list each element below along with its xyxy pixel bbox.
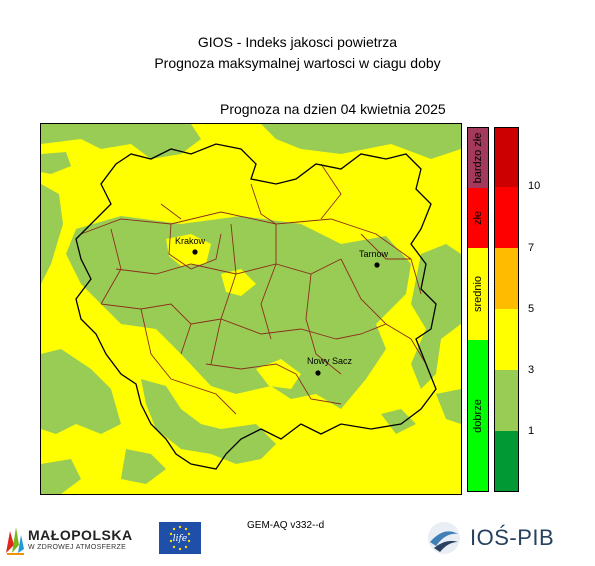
model-version: GEM-AQ v332--d (247, 520, 325, 531)
category-legend: bardzo złe złe srednio dobrze (467, 127, 489, 492)
ios-pib-logo: IOŚ-PIB (426, 520, 566, 556)
scale-seg-1-3 (495, 370, 518, 431)
city-markers: Krakow Tarnow Nowy Sacz (175, 236, 389, 376)
scale-seg-7-10 (495, 187, 518, 248)
legend-label-srednio: srednio (472, 275, 484, 313)
city-label-tarnow: Tarnow (359, 249, 389, 259)
city-dot-krakow (192, 249, 198, 255)
legend-seg-srednio (468, 248, 488, 340)
city-dot-tarnow (374, 262, 380, 268)
scale-tick-10: 10 (528, 180, 541, 192)
zone-south-west (41, 349, 121, 434)
city-label-nowy-sacz: Nowy Sacz (307, 356, 353, 366)
malopolska-subtitle: W ZDROWEJ ATMOSFERZE (28, 544, 127, 551)
forecast-date: Prognoza na dzien 04 kwietnia 2025 (220, 101, 446, 117)
malopolska-name: MAŁOPOLSKA (28, 527, 133, 543)
scale-seg-above-10 (495, 128, 518, 187)
scale-seg-below-1 (495, 431, 518, 491)
page-subtitle: Prognoza maksymalnej wartosci w ciagu do… (154, 55, 441, 71)
city-label-krakow: Krakow (175, 236, 206, 246)
zone-right-blob (381, 409, 416, 434)
malopolska-logo: MAŁOPOLSKA W ZDROWEJ ATMOSFERZE (4, 523, 154, 559)
zone-north-west (41, 124, 201, 159)
scale-seg-3-5 (495, 309, 518, 370)
ios-emblem-icon (428, 522, 460, 554)
island-central (221, 269, 256, 296)
scale-tick-1: 1 (528, 425, 535, 437)
legend-seg-dobrze (468, 340, 488, 491)
voivodeship-border (75, 143, 437, 470)
city-dot-nowy-sacz (315, 370, 321, 376)
county-borders (80, 163, 427, 415)
air-quality-map: Krakow Tarnow Nowy Sacz (40, 123, 462, 495)
zone-south-east (436, 389, 461, 424)
legend-seg-zle (468, 188, 488, 248)
scale-tick-7: 7 (528, 242, 535, 254)
legend-seg-bardzo-zle (468, 128, 488, 188)
malopolska-emblem-icon (6, 527, 24, 555)
scale-tick-5: 5 (528, 303, 535, 315)
zone-north-east (261, 124, 461, 159)
island-krakow (166, 234, 211, 266)
zone-west-strip (41, 184, 63, 284)
scale-seg-5-7 (495, 248, 518, 309)
legend-label-zle: złe (472, 210, 484, 226)
zone-east (411, 244, 461, 389)
island-south (256, 359, 301, 389)
svg-text:life: life (173, 534, 187, 544)
eu-stars-icon: life (169, 525, 191, 551)
zone-bottom-left (41, 459, 81, 494)
zone-top-dots (41, 152, 71, 174)
ios-pib-name: IOŚ-PIB (470, 525, 555, 550)
page-title: GIOS - Indeks jakosci powietrza (197, 34, 398, 50)
legend-label-dobrze: dobrze (472, 398, 484, 433)
value-scale (494, 127, 519, 492)
zone-south-strip (121, 449, 166, 484)
srednio-islands (166, 234, 301, 389)
scale-tick-3: 3 (528, 364, 535, 376)
legend-label-bardzo-zle: bardzo złe (472, 132, 484, 184)
eu-life-logo: life (159, 522, 201, 554)
zone-south-central (141, 379, 276, 464)
